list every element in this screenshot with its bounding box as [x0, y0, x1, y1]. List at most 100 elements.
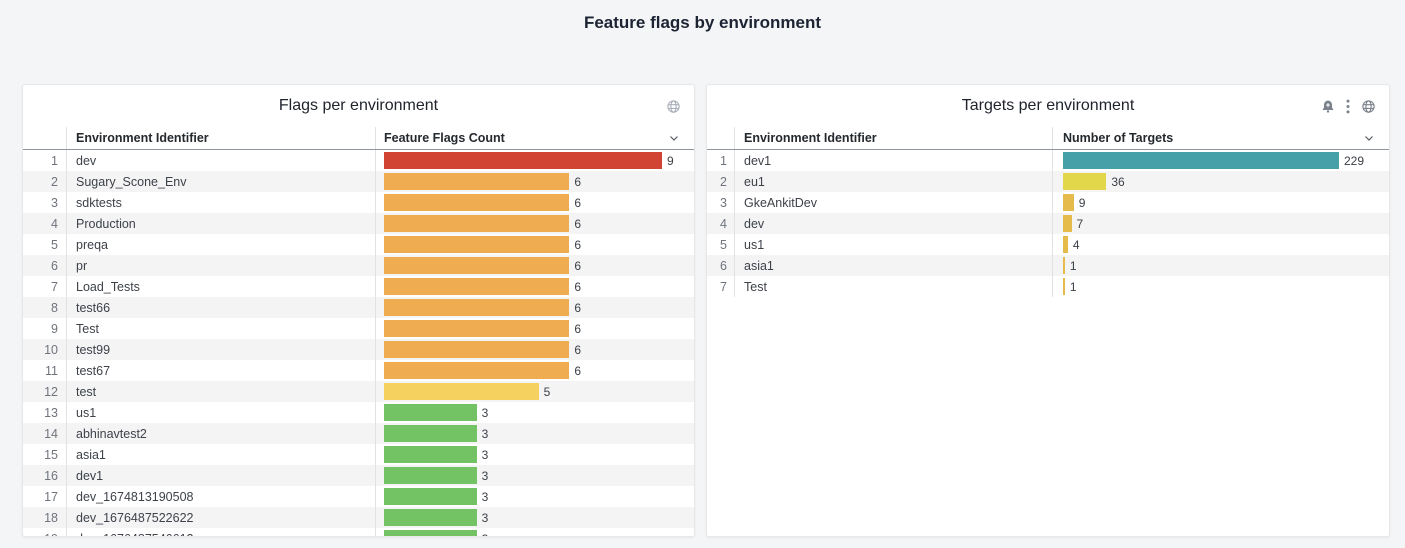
- column-header-environment-identifier[interactable]: Environment Identifier: [67, 127, 376, 149]
- bar-gauge: [384, 446, 477, 463]
- row-index: 4: [23, 213, 67, 234]
- kebab-menu-icon[interactable]: [1346, 99, 1350, 114]
- row-index: 14: [23, 423, 67, 444]
- bar-value: 3: [481, 405, 489, 420]
- table-row: 2 Sugary_Scone_Env 6: [23, 171, 694, 192]
- panel-header: Targets per environment: [707, 85, 1389, 127]
- bar-gauge-track: 3: [384, 530, 662, 536]
- bar-gauge-track: 6: [384, 299, 662, 316]
- environment-name: us1: [735, 234, 1053, 255]
- value-cell: 6: [376, 318, 694, 339]
- bar-gauge: [1063, 236, 1068, 253]
- bar-value: 6: [574, 258, 582, 273]
- column-header-number-of-targets[interactable]: Number of Targets: [1053, 127, 1389, 149]
- environment-name: test: [67, 381, 376, 402]
- table-row: 3 GkeAnkitDev 9: [707, 192, 1389, 213]
- environment-name: Sugary_Scone_Env: [67, 171, 376, 192]
- value-cell: 3: [376, 486, 694, 507]
- value-cell: 6: [376, 276, 694, 297]
- bar-gauge-track: 9: [384, 152, 674, 169]
- environment-name: sdktests: [67, 192, 376, 213]
- bar-gauge: [384, 152, 662, 169]
- bar-gauge-track: 5: [384, 383, 662, 400]
- bar-gauge: [384, 341, 570, 358]
- table-row: 10 test99 6: [23, 339, 694, 360]
- bar-gauge: [1063, 194, 1074, 211]
- value-cell: 6: [376, 213, 694, 234]
- bar-gauge-track: 6: [384, 341, 662, 358]
- value-cell: 3: [376, 402, 694, 423]
- bar-value: 6: [574, 300, 582, 315]
- bar-gauge: [384, 257, 570, 274]
- bar-gauge-track: 6: [384, 194, 662, 211]
- value-cell: 6: [376, 171, 694, 192]
- value-cell: 3: [376, 465, 694, 486]
- table-header-row: Environment Identifier Feature Flags Cou…: [23, 127, 694, 150]
- bar-gauge-track: 3: [384, 404, 662, 421]
- bar-gauge: [384, 215, 570, 232]
- bar-gauge-track: 3: [384, 425, 662, 442]
- table-header-row: Environment Identifier Number of Targets: [707, 127, 1389, 150]
- bar-gauge: [1063, 215, 1072, 232]
- globe-icon[interactable]: [1361, 99, 1376, 114]
- bar-value: 229: [1344, 153, 1365, 168]
- bar-value: 9: [1078, 195, 1086, 210]
- table-row: 3 sdktests 6: [23, 192, 694, 213]
- table-row: 9 Test 6: [23, 318, 694, 339]
- bell-plus-icon[interactable]: [1321, 99, 1335, 114]
- row-index: 8: [23, 297, 67, 318]
- panel-flags-per-environment: Flags per environment Environment Identi…: [22, 84, 695, 537]
- column-header-feature-flags-count[interactable]: Feature Flags Count: [376, 127, 694, 149]
- environment-name: pr: [67, 255, 376, 276]
- environment-name: Load_Tests: [67, 276, 376, 297]
- row-index: 19: [23, 528, 67, 536]
- panel-title[interactable]: Flags per environment: [278, 97, 439, 114]
- bar-value: 6: [574, 216, 582, 231]
- value-cell: 3: [376, 528, 694, 536]
- bar-gauge: [384, 173, 570, 190]
- row-index: 4: [707, 213, 735, 234]
- bar-gauge-track: 7: [1063, 215, 1339, 232]
- environment-name: Test: [67, 318, 376, 339]
- panel-header-icons: [1321, 85, 1376, 127]
- chevron-down-icon[interactable]: [1363, 132, 1375, 144]
- chevron-down-icon[interactable]: [668, 132, 680, 144]
- bar-gauge: [384, 404, 477, 421]
- row-index: 6: [707, 255, 735, 276]
- environment-name: Test: [735, 276, 1053, 297]
- value-cell: 4: [1053, 234, 1389, 255]
- table-row: 2 eu1 36: [707, 171, 1389, 192]
- table-row: 11 test67 6: [23, 360, 694, 381]
- bar-value: 1: [1069, 279, 1077, 294]
- bar-gauge-track: 6: [384, 320, 662, 337]
- value-cell: 6: [376, 192, 694, 213]
- row-index: 11: [23, 360, 67, 381]
- bar-gauge: [1063, 257, 1065, 274]
- bar-value: 6: [574, 195, 582, 210]
- table-row: 17 dev_1674813190508 3: [23, 486, 694, 507]
- bar-gauge-track: 36: [1063, 173, 1339, 190]
- column-header-environment-identifier[interactable]: Environment Identifier: [735, 127, 1053, 149]
- bar-gauge: [384, 278, 570, 295]
- bar-gauge-track: 6: [384, 215, 662, 232]
- table-row: 18 dev_1676487522622 3: [23, 507, 694, 528]
- value-cell: 1: [1053, 276, 1389, 297]
- value-cell: 9: [376, 150, 694, 171]
- panel-title[interactable]: Targets per environment: [961, 97, 1135, 114]
- bar-value: 6: [574, 342, 582, 357]
- bar-value: 36: [1111, 174, 1125, 189]
- table-row: 16 dev1 3: [23, 465, 694, 486]
- value-cell: 1: [1053, 255, 1389, 276]
- bar-gauge-track: 3: [384, 467, 662, 484]
- table-row: 14 abhinavtest2 3: [23, 423, 694, 444]
- row-index: 3: [23, 192, 67, 213]
- environment-name: preqa: [67, 234, 376, 255]
- bar-gauge: [384, 320, 570, 337]
- table-row: 6 asia1 1: [707, 255, 1389, 276]
- row-index: 13: [23, 402, 67, 423]
- row-index: 9: [23, 318, 67, 339]
- globe-icon[interactable]: [666, 99, 681, 114]
- row-index: 18: [23, 507, 67, 528]
- bar-gauge: [1063, 278, 1065, 295]
- table-row: 13 us1 3: [23, 402, 694, 423]
